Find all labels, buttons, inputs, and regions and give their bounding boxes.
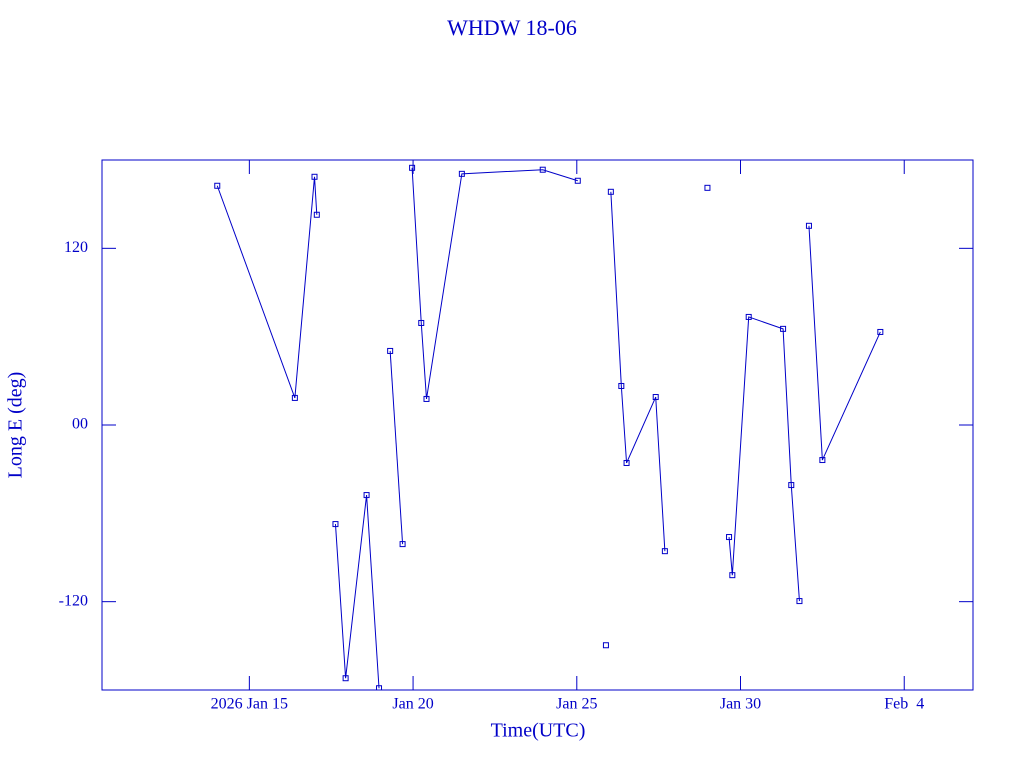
data-point bbox=[399, 541, 406, 548]
y-axis-label: Long E (deg) bbox=[5, 372, 27, 479]
data-point bbox=[805, 222, 812, 229]
data-point bbox=[423, 395, 430, 402]
data-point bbox=[539, 166, 546, 173]
data-point bbox=[704, 184, 711, 191]
plot-frame bbox=[101, 159, 974, 691]
x-tick-label: Jan 20 bbox=[392, 696, 433, 713]
data-point bbox=[877, 328, 884, 335]
data-point bbox=[726, 534, 733, 541]
data-point bbox=[602, 642, 609, 649]
data-point bbox=[796, 598, 803, 605]
chart-title: WHDW 18-06 bbox=[447, 15, 577, 40]
data-line bbox=[411, 167, 578, 400]
x-tick-label: 2026 Jan 15 bbox=[211, 696, 288, 713]
data-line bbox=[728, 316, 800, 602]
data-point bbox=[780, 325, 787, 332]
data-point bbox=[214, 182, 221, 189]
data-point bbox=[623, 459, 630, 466]
data-point bbox=[332, 521, 339, 528]
data-point bbox=[418, 319, 425, 326]
data-line bbox=[334, 495, 380, 689]
data-point bbox=[458, 170, 465, 177]
data-point bbox=[745, 313, 752, 320]
data-point bbox=[607, 188, 614, 195]
data-point bbox=[618, 382, 625, 389]
data-point bbox=[788, 482, 795, 489]
data-point bbox=[661, 548, 668, 555]
data-point bbox=[291, 394, 298, 401]
data-point bbox=[729, 572, 736, 579]
data-point bbox=[574, 177, 581, 184]
data-point bbox=[819, 457, 826, 464]
y-tick-label: 00 bbox=[72, 416, 88, 433]
data-point bbox=[311, 173, 318, 180]
data-point bbox=[387, 347, 394, 354]
plot-area bbox=[214, 164, 884, 690]
x-tick-label: Jan 30 bbox=[720, 696, 761, 713]
data-line bbox=[389, 350, 404, 545]
data-point bbox=[342, 675, 349, 682]
data-point bbox=[363, 492, 370, 499]
y-tick-label: 120 bbox=[64, 239, 88, 256]
data-line bbox=[808, 225, 881, 461]
y-tick-label: -120 bbox=[59, 592, 88, 609]
data-point bbox=[409, 164, 416, 171]
x-tick-label: Jan 25 bbox=[556, 696, 597, 713]
data-line bbox=[216, 176, 318, 399]
data-point bbox=[376, 685, 383, 690]
x-axis-label: Time(UTC) bbox=[491, 720, 586, 742]
x-tick-label: Feb 4 bbox=[884, 696, 924, 713]
data-point bbox=[313, 211, 320, 218]
data-point bbox=[652, 394, 659, 401]
data-line bbox=[610, 191, 666, 552]
